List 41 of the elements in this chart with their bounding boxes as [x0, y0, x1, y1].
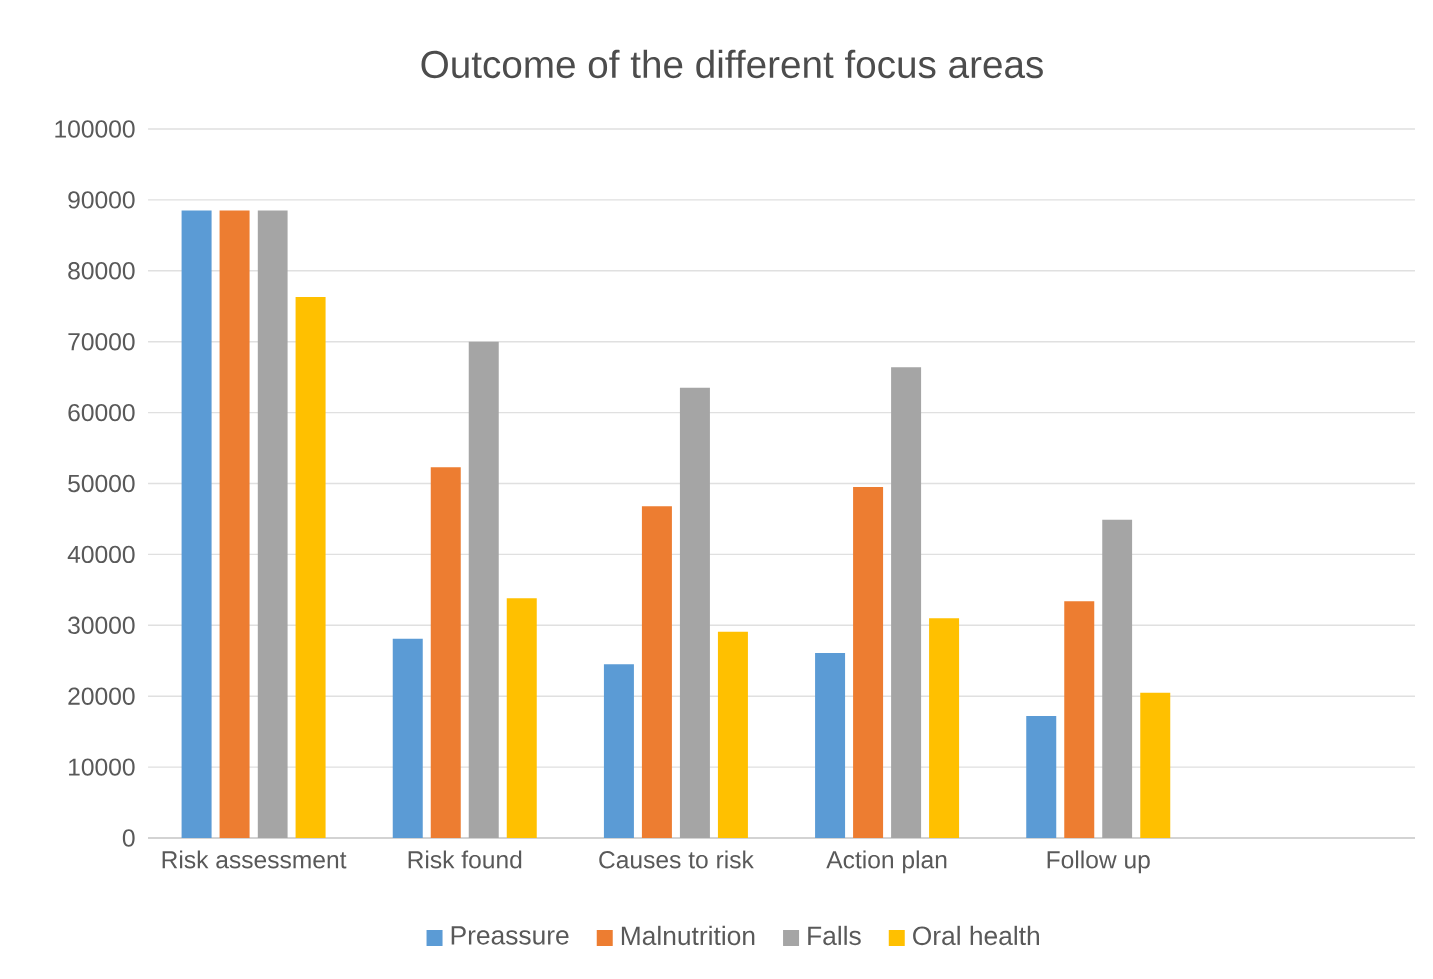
- bar: [891, 367, 922, 838]
- legend-label: Falls: [808, 925, 861, 946]
- x-tick-label: Risk found: [408, 850, 522, 869]
- x-tick-label: Follow up: [1047, 850, 1150, 874]
- y-tick-label: 90000: [68, 191, 135, 209]
- bar: [853, 487, 884, 838]
- y-tick-label: 0: [122, 829, 135, 847]
- y-tick-label: 20000: [68, 687, 135, 705]
- y-tick-label: 10000: [69, 758, 135, 776]
- y-tick-label: 100000: [55, 120, 135, 138]
- bar: [181, 210, 212, 838]
- legend-label: Preassure: [451, 926, 569, 945]
- bar: [430, 467, 461, 838]
- bar: [815, 652, 846, 838]
- y-tick-label: 70000: [68, 333, 135, 351]
- bar: [506, 598, 537, 838]
- y-tick-label: 60000: [68, 403, 135, 422]
- bar: [1026, 716, 1057, 838]
- bar: [929, 618, 960, 838]
- y-tick-label: 50000: [68, 474, 135, 493]
- bar: [603, 664, 634, 838]
- legend-label: Malnutrition: [621, 925, 755, 946]
- y-tick-label: 40000: [67, 545, 135, 564]
- chart-title: Outcome of the different focus areas: [421, 49, 1043, 79]
- y-tick-label: 80000: [68, 262, 135, 280]
- x-tick-label: Action plan: [826, 850, 947, 874]
- bar: [1102, 519, 1133, 838]
- bar: [641, 506, 672, 838]
- bar: [1140, 692, 1171, 838]
- bar: [295, 297, 326, 838]
- bar: [679, 387, 710, 838]
- bar: [717, 631, 748, 838]
- bar: [219, 210, 250, 838]
- legend-label: Oral health: [913, 925, 1039, 946]
- bar: [468, 341, 499, 838]
- y-tick-label: 30000: [68, 616, 135, 634]
- bar: [1064, 601, 1095, 838]
- x-tick-label: Risk assessment: [162, 850, 347, 869]
- bar: [392, 638, 423, 838]
- x-tick-label: Causes to risk: [599, 850, 754, 869]
- bar: [257, 210, 288, 838]
